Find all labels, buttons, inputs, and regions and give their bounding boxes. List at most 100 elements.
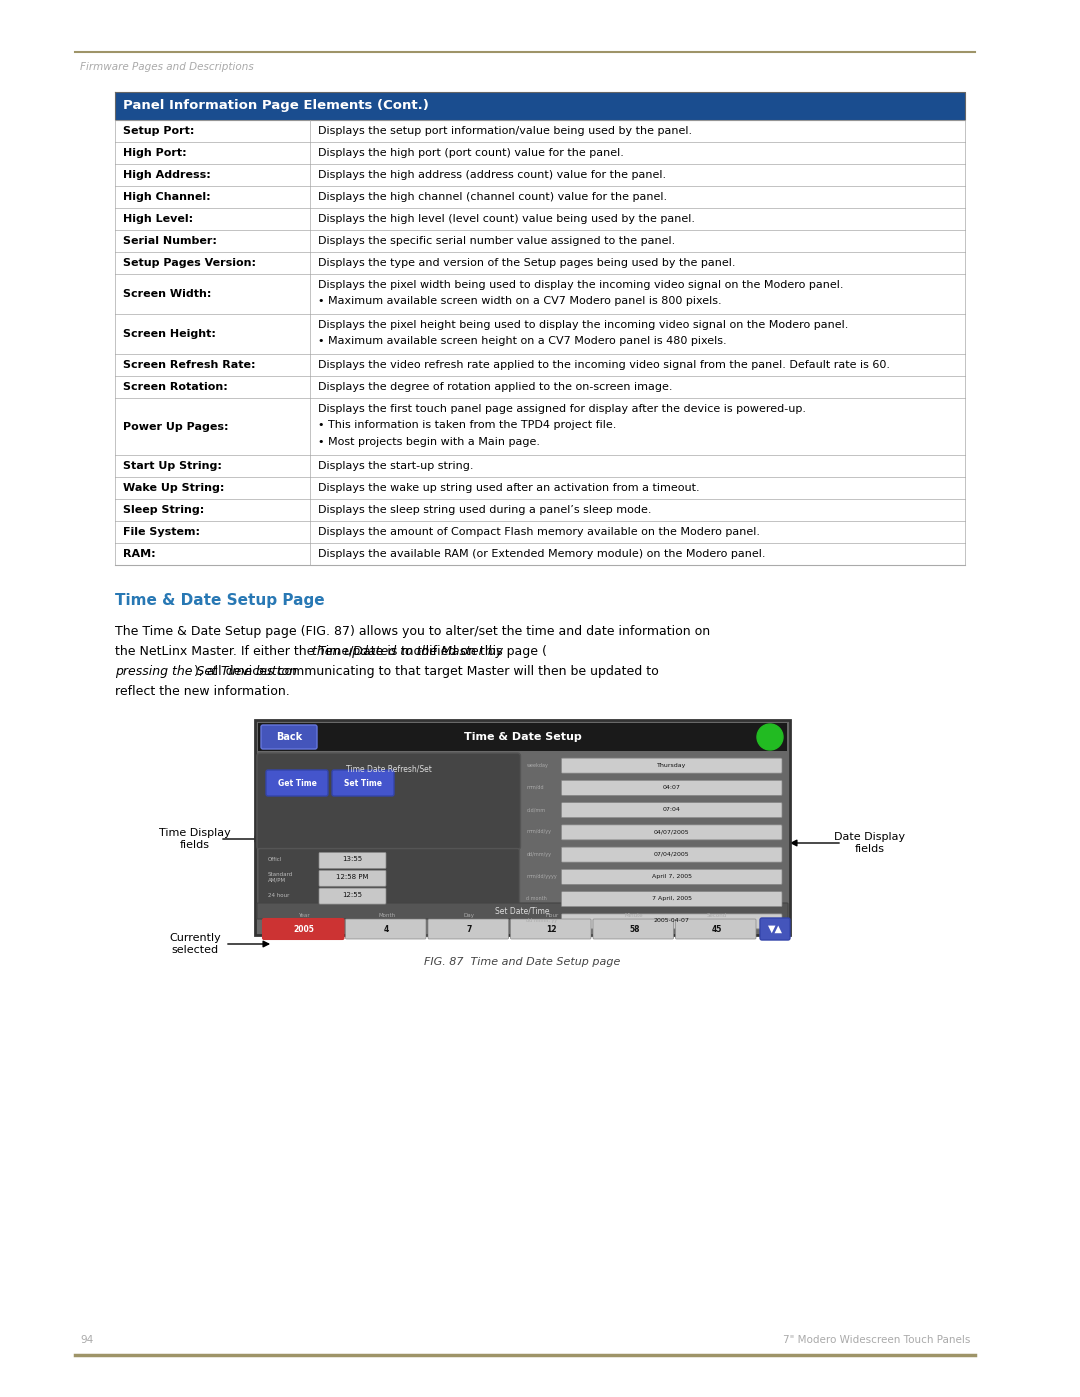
Text: mm/dd/yyyy: mm/dd/yyyy — [527, 875, 557, 879]
Text: High Port:: High Port: — [123, 148, 187, 158]
FancyBboxPatch shape — [266, 770, 328, 796]
Text: RAM:: RAM: — [123, 549, 156, 559]
Text: • This information is taken from the TPD4 project file.: • This information is taken from the TPD… — [318, 420, 617, 430]
Text: Time Display
fields: Time Display fields — [159, 828, 231, 849]
Text: Minute: Minute — [625, 914, 644, 918]
FancyBboxPatch shape — [346, 919, 426, 939]
Bar — [114, 92, 966, 120]
Bar — [114, 208, 966, 231]
Text: Second: Second — [706, 914, 727, 918]
Text: High Address:: High Address: — [123, 170, 211, 180]
Text: Back: Back — [275, 732, 302, 742]
Text: • Maximum available screen height on a CV7 Modero panel is 480 pixels.: • Maximum available screen height on a C… — [318, 337, 727, 346]
Text: 7 April, 2005: 7 April, 2005 — [651, 895, 692, 901]
Text: Displays the start-up string.: Displays the start-up string. — [318, 461, 473, 471]
Bar — [114, 120, 966, 142]
Text: 7: 7 — [467, 925, 472, 933]
Text: pressing the Set Time button: pressing the Set Time button — [114, 665, 297, 678]
Text: then updated to the Master by: then updated to the Master by — [311, 645, 502, 658]
Text: 04/07/2005: 04/07/2005 — [653, 830, 689, 834]
Text: Day: Day — [463, 914, 475, 918]
FancyBboxPatch shape — [562, 847, 782, 862]
FancyBboxPatch shape — [562, 824, 782, 840]
Text: Set Date/Time: Set Date/Time — [496, 907, 550, 915]
Text: Setup Port:: Setup Port: — [123, 126, 194, 136]
Text: Displays the pixel width being used to display the incoming video signal on the : Displays the pixel width being used to d… — [318, 279, 843, 291]
Text: Panel Information Page Elements (Cont.): Panel Information Page Elements (Cont.) — [123, 99, 429, 113]
FancyBboxPatch shape — [760, 918, 789, 940]
Text: Displays the type and version of the Setup pages being used by the panel.: Displays the type and version of the Set… — [318, 258, 735, 268]
Text: 12: 12 — [546, 925, 557, 933]
Bar — [114, 274, 966, 314]
Text: Screen Refresh Rate:: Screen Refresh Rate: — [123, 360, 256, 370]
Text: Displays the high port (port count) value for the panel.: Displays the high port (port count) valu… — [318, 148, 624, 158]
Text: mm/dd: mm/dd — [527, 785, 544, 789]
Text: File System:: File System: — [123, 527, 200, 536]
Text: 45: 45 — [712, 925, 721, 933]
Bar — [114, 163, 966, 186]
Bar — [114, 398, 966, 455]
FancyBboxPatch shape — [511, 919, 591, 939]
Text: Power Up Pages:: Power Up Pages: — [123, 422, 229, 432]
Text: 2005-04-07: 2005-04-07 — [653, 918, 690, 923]
Text: Displays the setup port information/value being used by the panel.: Displays the setup port information/valu… — [318, 126, 692, 136]
Text: reflect the new information.: reflect the new information. — [114, 685, 289, 698]
Text: Officl: Officl — [268, 856, 282, 862]
Text: Displays the first touch panel page assigned for display after the device is pow: Displays the first touch panel page assi… — [318, 404, 806, 414]
Bar — [114, 476, 966, 499]
Text: Thursday: Thursday — [657, 763, 687, 767]
Text: FIG. 87  Time and Date Setup page: FIG. 87 Time and Date Setup page — [424, 957, 621, 967]
Text: Displays the high level (level count) value being used by the panel.: Displays the high level (level count) va… — [318, 214, 696, 224]
FancyBboxPatch shape — [258, 848, 519, 907]
Text: Displays the degree of rotation applied to the on-screen image.: Displays the degree of rotation applied … — [318, 381, 673, 393]
Text: ), all devices communicating to that target Master will then be updated to: ), all devices communicating to that tar… — [193, 665, 659, 678]
Bar — [114, 142, 966, 163]
FancyBboxPatch shape — [562, 803, 782, 817]
Text: 07:04: 07:04 — [663, 807, 680, 812]
Text: Get Time: Get Time — [278, 778, 316, 788]
Text: Displays the wake up string used after an activation from a timeout.: Displays the wake up string used after a… — [318, 483, 700, 493]
Text: 94: 94 — [80, 1336, 93, 1345]
Text: dd mmm, yy: dd mmm, yy — [527, 918, 557, 923]
Text: 04:07: 04:07 — [663, 785, 680, 789]
Text: 58: 58 — [629, 925, 639, 933]
Text: Time & Date Setup Page: Time & Date Setup Page — [114, 592, 325, 608]
FancyBboxPatch shape — [332, 770, 394, 796]
Text: Displays the sleep string used during a panel’s sleep mode.: Displays the sleep string used during a … — [318, 504, 651, 515]
Text: Displays the specific serial number value assigned to the panel.: Displays the specific serial number valu… — [318, 236, 675, 246]
FancyBboxPatch shape — [562, 891, 782, 907]
Text: • Maximum available screen width on a CV7 Modero panel is 800 pixels.: • Maximum available screen width on a CV… — [318, 296, 721, 306]
Text: Month: Month — [378, 914, 395, 918]
Text: Displays the high address (address count) value for the panel.: Displays the high address (address count… — [318, 170, 666, 180]
Bar — [255, 719, 789, 935]
FancyBboxPatch shape — [319, 870, 386, 886]
FancyBboxPatch shape — [257, 902, 788, 919]
FancyBboxPatch shape — [562, 759, 782, 773]
Text: weekday: weekday — [527, 763, 549, 767]
Bar — [114, 353, 966, 376]
Bar — [114, 455, 966, 476]
Text: Wake Up String:: Wake Up String: — [123, 483, 225, 493]
Text: d.d/mm: d.d/mm — [527, 807, 545, 812]
Text: Screen Width:: Screen Width: — [123, 289, 212, 299]
Text: Displays the available RAM (or Extended Memory module) on the Modero panel.: Displays the available RAM (or Extended … — [318, 549, 766, 559]
Text: Screen Height:: Screen Height: — [123, 330, 216, 339]
Bar — [114, 314, 966, 353]
Bar — [258, 724, 787, 752]
Text: 13:55: 13:55 — [342, 856, 362, 862]
FancyBboxPatch shape — [675, 919, 756, 939]
Bar — [114, 231, 966, 251]
FancyBboxPatch shape — [264, 919, 343, 939]
Bar — [114, 499, 966, 521]
Text: dd/mm/yy: dd/mm/yy — [527, 852, 552, 856]
Bar — [114, 543, 966, 564]
Text: Year: Year — [298, 914, 310, 918]
FancyBboxPatch shape — [261, 725, 318, 749]
Text: 12:55: 12:55 — [342, 893, 362, 898]
Text: Set Time: Set Time — [345, 778, 382, 788]
Text: Time Date Refresh/Set: Time Date Refresh/Set — [346, 764, 432, 773]
Text: Setup Pages Version:: Setup Pages Version: — [123, 258, 256, 268]
Text: mm/dd/yy: mm/dd/yy — [527, 830, 552, 834]
Text: 12:58 PM: 12:58 PM — [336, 875, 368, 880]
Text: 24 hour: 24 hour — [268, 893, 289, 898]
